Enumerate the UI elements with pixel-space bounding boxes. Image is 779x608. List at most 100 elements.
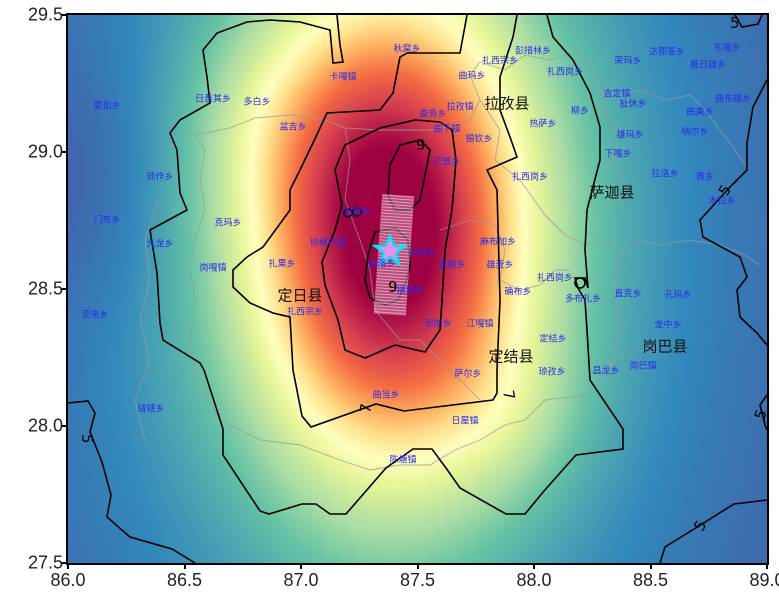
town-label: 协格尔镇 xyxy=(309,238,347,249)
town-label: 亚来乡 xyxy=(81,310,109,321)
town-label: 尼辖乡 xyxy=(438,260,466,271)
town-label: 曲下镇 xyxy=(433,124,461,135)
y-tick-label: 29.0 xyxy=(27,141,63,162)
county-label: 岗巴县 xyxy=(642,337,688,356)
town-label: 绒辖乡 xyxy=(137,404,165,415)
county-label: 定日县 xyxy=(277,286,323,305)
town-label: 日屋镇 xyxy=(451,416,479,427)
town-label: 秋窝乡 xyxy=(393,44,421,55)
town-label: 直克乡 xyxy=(614,289,642,300)
town-label: 琼孜乡 xyxy=(538,367,566,378)
county-label: 定结县 xyxy=(488,347,534,366)
contour-label: 5 xyxy=(690,517,710,534)
town-label: 拉孜镇 xyxy=(446,102,474,113)
town-label: 定结乡 xyxy=(539,334,567,345)
town-label: 曲布雄乡 xyxy=(714,94,752,105)
y-tick-mark xyxy=(61,288,67,290)
town-label: 荣玛乡 xyxy=(614,56,642,67)
town-label: 芒普乡 xyxy=(433,157,461,168)
town-label: 陈塘镇 xyxy=(389,455,417,466)
town-label: 扎西宗乡 xyxy=(481,56,519,67)
x-tick-mark xyxy=(183,563,186,569)
county-label: 拉孜县 xyxy=(484,94,530,113)
town-label: 赛乡 xyxy=(695,172,715,183)
contour-label: 5 xyxy=(751,407,767,422)
town-label: 九龙乡 xyxy=(146,239,174,250)
town-label: 卡嘎镇 xyxy=(329,72,357,83)
town-label: 曲洛乡 xyxy=(368,259,396,270)
y-tick-label: 27.5 xyxy=(27,552,63,573)
y-tick-label: 28.5 xyxy=(27,278,63,299)
county-label: 萨迦县 xyxy=(589,183,635,202)
x-tick-mark xyxy=(649,563,652,569)
y-tick-mark xyxy=(61,425,67,427)
town-label: 扎西岗乡 xyxy=(546,67,584,78)
town-label: 曲当乡 xyxy=(372,390,400,401)
town-label: 东嘎乡 xyxy=(713,43,741,54)
contour-label: 5 xyxy=(730,15,740,32)
y-tick-mark xyxy=(61,14,67,16)
x-tick-label: 88.5 xyxy=(632,570,669,590)
town-label: 孔玛乡 xyxy=(664,290,692,301)
town-label: 扎果乡 xyxy=(268,259,296,270)
town-label: 加措乡 xyxy=(343,207,371,218)
contour-5 xyxy=(68,15,767,563)
x-tick-label: 87.0 xyxy=(283,570,319,590)
y-tick-label: 29.5 xyxy=(27,4,63,25)
contour-7 xyxy=(232,15,519,428)
town-label: 热萨乡 xyxy=(529,119,557,130)
town-label: 柳乡 xyxy=(570,106,590,117)
town-label: 确布乡 xyxy=(504,287,532,298)
x-tick-label: 89.0 xyxy=(749,570,779,590)
contour-8 xyxy=(321,119,457,359)
map-overlay: 9 9 7 7 5 5 5 5 5 xyxy=(68,15,767,563)
town-label: 昌龙乡 xyxy=(592,366,620,377)
y-tick-mark xyxy=(61,151,67,153)
x-tick-mark xyxy=(533,563,535,569)
contour-label: 5 xyxy=(78,434,96,444)
town-label: 雄玛乡 xyxy=(616,130,644,141)
town-label: 盆吉乡 xyxy=(279,122,307,133)
contour-label: 9 xyxy=(416,136,426,154)
x-tick-mark xyxy=(766,563,768,569)
y-tick-label: 28.0 xyxy=(27,415,63,436)
epicenter-star-icon xyxy=(371,232,409,268)
town-label: 拉洛乡 xyxy=(651,169,679,180)
town-label: 江嘎镇 xyxy=(466,319,494,330)
town-label: 聂日雄乡 xyxy=(689,60,727,71)
contour-label: 7 xyxy=(499,389,518,402)
town-label: 扎西岗乡 xyxy=(511,172,549,183)
town-label: 纳尔乡 xyxy=(681,127,709,138)
x-tick-label: 87.5 xyxy=(399,570,436,590)
town-label: 多布扎乡 xyxy=(564,294,602,305)
town-label: 吉定镇 xyxy=(603,89,631,100)
x-tick-mark xyxy=(67,563,69,569)
x-tick-mark xyxy=(416,563,419,569)
town-label: 龙中乡 xyxy=(654,320,682,331)
town-label: 岗嘎镇 xyxy=(199,263,227,274)
x-tick-mark xyxy=(300,563,302,569)
town-label: 夏如乡 xyxy=(93,101,121,112)
x-tick-label: 88.0 xyxy=(516,570,552,590)
town-label: 木拉乡 xyxy=(708,196,736,207)
town-label: 达那答乡 xyxy=(648,47,686,58)
town-label: 琐作乡 xyxy=(146,172,174,183)
town-label: 长所乡 xyxy=(408,248,436,259)
town-label: 锡钦乡 xyxy=(465,134,493,145)
town-label: 克玛乡 xyxy=(214,218,242,229)
town-label: 门布乡 xyxy=(93,215,121,226)
x-tick-label: 86.5 xyxy=(166,570,203,590)
intensity-map: 9 9 7 7 5 5 5 5 5 xyxy=(68,15,767,563)
x-tick-label: 86.0 xyxy=(50,570,86,590)
town-label: 扎西岗乡 xyxy=(536,273,574,284)
town-label: 曲美乡 xyxy=(686,107,714,118)
contour-label: 7 xyxy=(356,402,375,415)
contour-label: 9 xyxy=(388,278,398,296)
town-label: 查务乡 xyxy=(419,109,447,120)
town-label: 扎西宗乡 xyxy=(286,307,324,318)
town-label: 措果乡 xyxy=(396,286,424,297)
town-label: 曲玛乡 xyxy=(458,71,486,82)
town-label: 岗巴镇 xyxy=(629,361,657,372)
town-label: 麻布加乡 xyxy=(479,237,517,248)
town-label: 彭措林乡 xyxy=(514,46,552,57)
